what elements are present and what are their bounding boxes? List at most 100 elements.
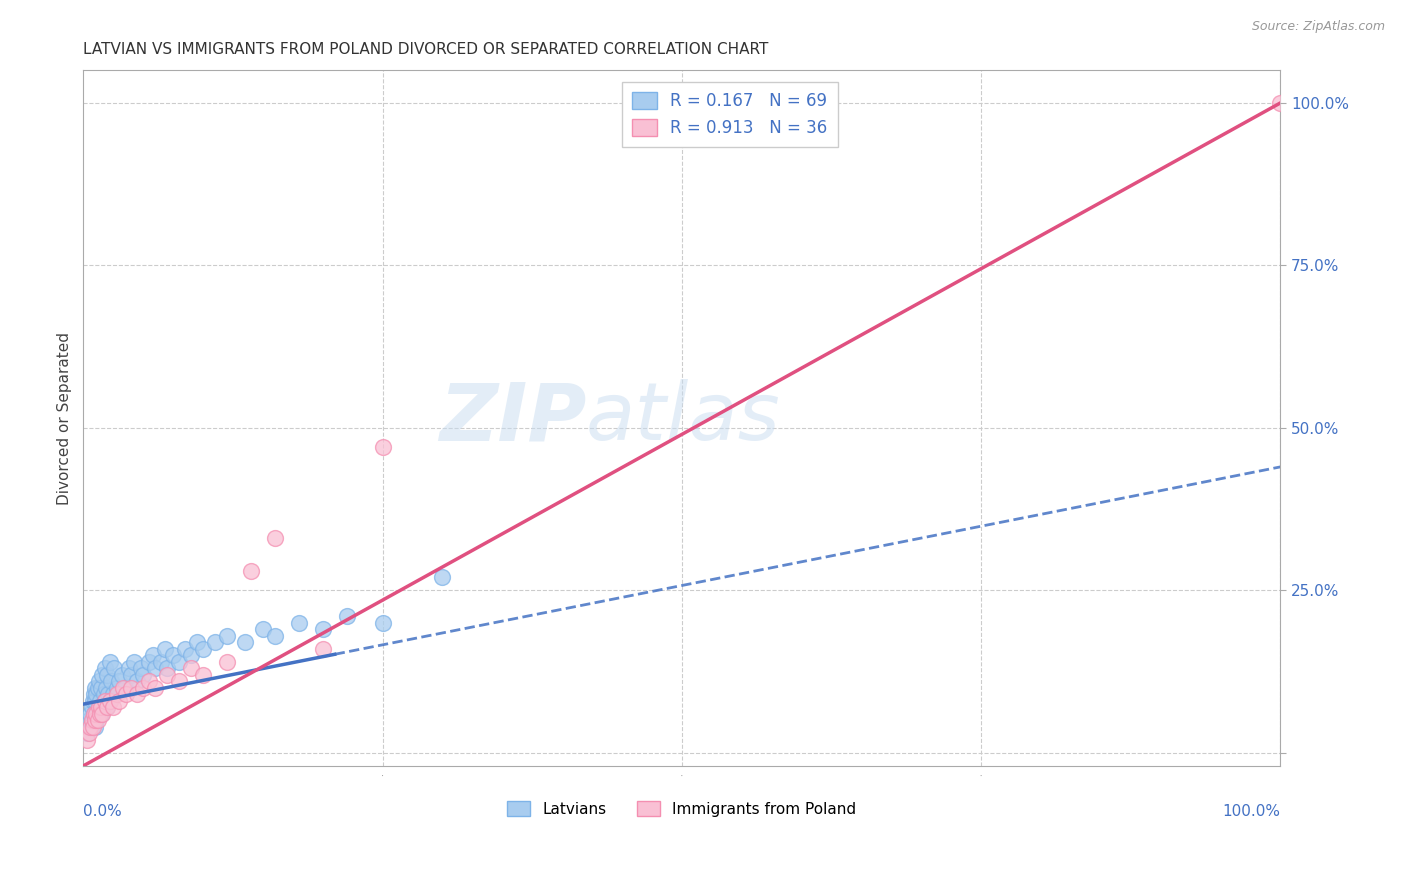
Point xyxy=(336,609,359,624)
Point xyxy=(86,681,108,695)
Point xyxy=(167,655,190,669)
Point xyxy=(80,700,103,714)
Legend: Latvians, Immigrants from Poland: Latvians, Immigrants from Poland xyxy=(499,793,865,824)
Point xyxy=(77,726,100,740)
Y-axis label: Divorced or Separated: Divorced or Separated xyxy=(58,332,72,505)
Point xyxy=(138,655,160,669)
Point xyxy=(312,641,335,656)
Point xyxy=(77,720,100,734)
Point xyxy=(96,700,118,714)
Point xyxy=(180,661,202,675)
Point xyxy=(82,694,104,708)
Point xyxy=(143,681,166,695)
Point xyxy=(115,687,138,701)
Point xyxy=(86,706,108,721)
Point xyxy=(84,694,107,708)
Point xyxy=(142,648,165,663)
Point xyxy=(118,661,141,675)
Point xyxy=(111,681,134,695)
Point xyxy=(215,629,238,643)
Point xyxy=(84,720,107,734)
Point xyxy=(191,668,214,682)
Point xyxy=(82,714,104,728)
Text: 100.0%: 100.0% xyxy=(1222,804,1281,819)
Point xyxy=(84,706,107,721)
Point xyxy=(233,635,256,649)
Text: atlas: atlas xyxy=(586,379,780,457)
Point xyxy=(94,694,117,708)
Point xyxy=(132,681,155,695)
Point xyxy=(105,687,128,701)
Point xyxy=(122,655,145,669)
Point xyxy=(162,648,184,663)
Point xyxy=(87,674,110,689)
Point xyxy=(191,641,214,656)
Point xyxy=(91,706,114,721)
Point xyxy=(94,694,117,708)
Point xyxy=(114,681,136,695)
Point xyxy=(215,655,238,669)
Text: 0.0%: 0.0% xyxy=(83,804,122,819)
Point xyxy=(86,687,108,701)
Point xyxy=(371,615,394,630)
Point xyxy=(98,655,121,669)
Point xyxy=(432,570,454,584)
Point xyxy=(180,648,202,663)
Point xyxy=(100,674,122,689)
Point xyxy=(98,694,121,708)
Point xyxy=(83,706,105,721)
Point xyxy=(84,681,107,695)
Text: ZIP: ZIP xyxy=(439,379,586,457)
Point xyxy=(76,732,98,747)
Point xyxy=(90,700,112,714)
Point xyxy=(90,681,112,695)
Point xyxy=(103,700,125,714)
Point xyxy=(150,655,173,669)
Point xyxy=(132,668,155,682)
Point xyxy=(110,668,132,682)
Point xyxy=(86,714,108,728)
Point xyxy=(93,687,115,701)
Point xyxy=(79,706,101,721)
Point xyxy=(90,706,112,721)
Point xyxy=(98,694,121,708)
Point xyxy=(96,700,118,714)
Point xyxy=(94,681,117,695)
Point xyxy=(156,668,179,682)
Point xyxy=(143,661,166,675)
Point xyxy=(76,726,98,740)
Point xyxy=(312,623,335,637)
Point xyxy=(103,687,125,701)
Point xyxy=(174,641,197,656)
Point xyxy=(91,668,114,682)
Point xyxy=(80,720,103,734)
Point xyxy=(84,714,107,728)
Point xyxy=(86,706,108,721)
Point xyxy=(96,668,118,682)
Point xyxy=(77,714,100,728)
Point xyxy=(252,623,274,637)
Point xyxy=(120,668,142,682)
Point xyxy=(138,674,160,689)
Point xyxy=(82,720,104,734)
Text: LATVIAN VS IMMIGRANTS FROM POLAND DIVORCED OR SEPARATED CORRELATION CHART: LATVIAN VS IMMIGRANTS FROM POLAND DIVORC… xyxy=(83,42,769,57)
Point xyxy=(89,706,111,721)
Point xyxy=(103,661,125,675)
Point xyxy=(89,694,111,708)
Point xyxy=(87,700,110,714)
Point xyxy=(156,661,179,675)
Point xyxy=(108,674,131,689)
Point xyxy=(97,687,120,701)
Point xyxy=(287,615,309,630)
Point xyxy=(80,714,103,728)
Point xyxy=(94,661,117,675)
Point xyxy=(91,700,114,714)
Point xyxy=(127,687,149,701)
Point xyxy=(371,441,394,455)
Point xyxy=(79,720,101,734)
Point xyxy=(105,681,128,695)
Point xyxy=(108,694,131,708)
Point xyxy=(120,681,142,695)
Point xyxy=(263,629,285,643)
Point xyxy=(1270,95,1292,110)
